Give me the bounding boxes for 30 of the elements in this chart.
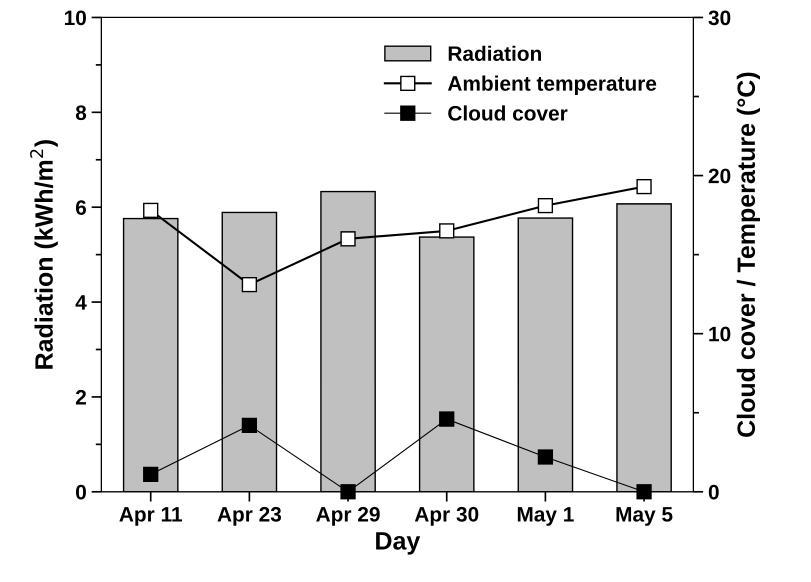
y2-tick-label: 20 (708, 168, 730, 184)
point (340, 231, 356, 246)
y-tick-label: 4 (76, 295, 87, 310)
x-tick-label: Apr 11 (119, 507, 182, 526)
y-tick-label: 0 (76, 484, 86, 500)
point (538, 449, 554, 465)
y-tick-label: 8 (76, 105, 86, 120)
point (242, 277, 258, 292)
y-tick-label: 2 (76, 390, 86, 404)
legend-label: Ambient temperature (448, 76, 656, 95)
point (340, 484, 356, 500)
point (439, 223, 454, 239)
x-tick-label: Apr 23 (217, 506, 282, 526)
y2-tick-label: 30 (708, 10, 730, 26)
y-tick-label: 10 (64, 10, 86, 26)
y2-axis-title: Cloud cover / Temperature (°C) (736, 72, 760, 437)
point (439, 411, 454, 427)
point (143, 466, 158, 482)
x-tick-label: Apr 30 (414, 506, 478, 526)
point (242, 418, 258, 434)
y-axis-title: Radiation (kWh/m$^{2}$) (30, 140, 58, 369)
legend-label: Cloud cover (448, 105, 568, 121)
x-tick-label: May 5 (616, 507, 672, 526)
x-tick-label: Apr 29 (316, 506, 380, 526)
y2-tick-label: 0 (708, 484, 719, 500)
x-tick-label: May 1 (518, 507, 574, 526)
y-tick-label: 6 (76, 200, 86, 215)
y2-tick-label: 10 (709, 326, 730, 342)
legend-label: Radiation (448, 46, 541, 61)
x-axis-title: Day (376, 532, 420, 555)
